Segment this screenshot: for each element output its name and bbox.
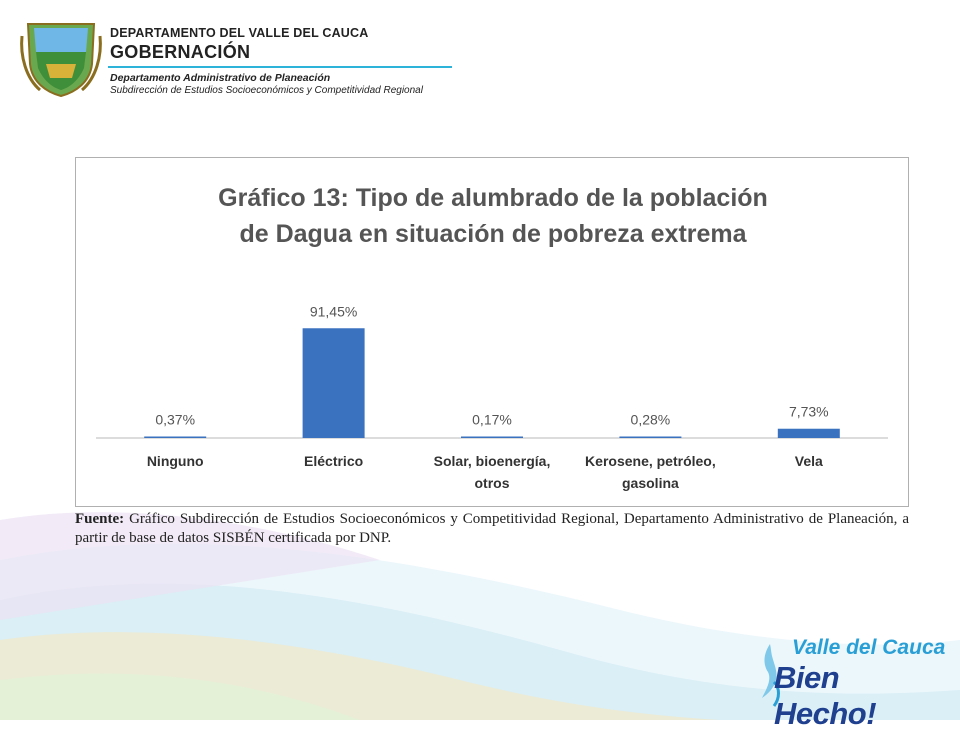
chart-title-line-1: Gráfico 13: Tipo de alumbrado de la pobl… bbox=[218, 184, 768, 212]
bar-0 bbox=[144, 436, 207, 438]
source-text: Gráfico Subdirección de Estudios Socioec… bbox=[75, 511, 909, 546]
header-government: GOBERNACIÓN bbox=[110, 42, 251, 62]
value-label-0: 0,37% bbox=[155, 412, 195, 428]
bar-2 bbox=[461, 436, 523, 438]
category-label-3-line-1: gasolina bbox=[622, 475, 679, 491]
bar-chart: 0,37% Ninguno 91,45% Eléctrico 0,17% Solar, b… bbox=[96, 303, 888, 491]
chart-frame: Gráfico 13: Tipo de alumbrado de la pobl… bbox=[75, 157, 909, 507]
header-subtitle-2: Subdirección de Estudios Socioeconómicos… bbox=[110, 85, 423, 96]
logo-line-2: Bien Hecho! bbox=[774, 660, 877, 731]
source-note: Fuente: Gráfico Subdirección de Estudios… bbox=[75, 510, 909, 548]
chart-title: Gráfico 13: Tipo de alumbrado de la pobl… bbox=[76, 180, 910, 252]
category-label-0: Ninguno bbox=[147, 453, 204, 469]
header-subtitle-1: Departamento Administrativo de Planeació… bbox=[110, 72, 331, 84]
category-label-2-line-1: otros bbox=[475, 475, 510, 491]
category-label-2-line-0: Solar, bioenergía, bbox=[434, 453, 551, 469]
category-label-3: Kerosene, petróleo, gasolina bbox=[585, 453, 716, 491]
category-label-1: Eléctrico bbox=[304, 453, 363, 469]
category-label-1-line-0: Eléctrico bbox=[304, 453, 363, 469]
header-divider bbox=[108, 66, 452, 68]
header-department: DEPARTAMENTO DEL VALLE DEL CAUCA bbox=[110, 26, 369, 40]
source-label: Fuente: bbox=[75, 511, 125, 527]
value-label-3: 0,28% bbox=[631, 412, 671, 428]
bar-3 bbox=[619, 436, 682, 438]
valle-del-cauca-mark-icon bbox=[762, 644, 780, 707]
header: DEPARTAMENTO DEL VALLE DEL CAUCA GOBERNA… bbox=[0, 0, 470, 110]
category-label-2: Solar, bioenergía, otros bbox=[434, 453, 551, 491]
category-label-4: Vela bbox=[795, 453, 823, 469]
valle-del-cauca-logo: Valle del Cauca Bien Hecho! bbox=[756, 632, 946, 731]
bar-4 bbox=[777, 428, 840, 438]
value-label-2: 0,17% bbox=[472, 412, 512, 428]
value-label-1: 91,45% bbox=[310, 303, 357, 319]
chart-title-line-2: de Dagua en situación de pobreza extrema bbox=[239, 220, 747, 248]
coat-of-arms-icon bbox=[20, 23, 102, 98]
category-label-4-line-0: Vela bbox=[795, 453, 823, 469]
category-label-3-line-0: Kerosene, petróleo, bbox=[585, 453, 716, 469]
logo-line-1: Valle del Cauca bbox=[792, 636, 946, 659]
value-label-4: 7,73% bbox=[789, 404, 829, 420]
bar-1 bbox=[302, 328, 365, 438]
category-label-0-line-0: Ninguno bbox=[147, 453, 204, 469]
